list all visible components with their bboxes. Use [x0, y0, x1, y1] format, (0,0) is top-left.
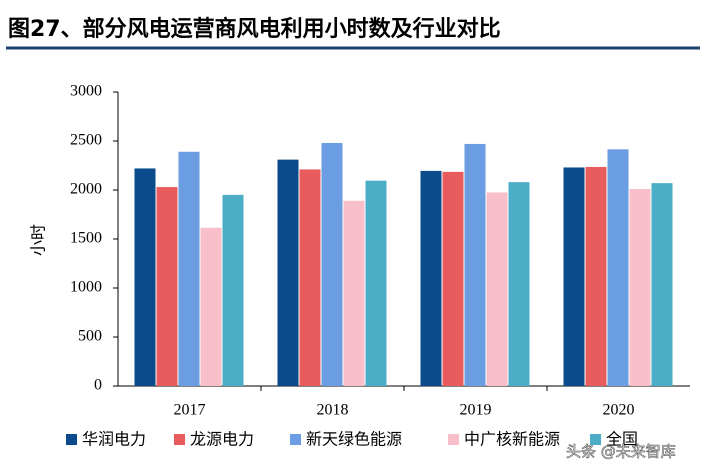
bar	[277, 159, 299, 386]
bar	[420, 170, 442, 386]
bar	[200, 227, 222, 386]
y-tick-label: 500	[78, 328, 102, 345]
bar	[222, 194, 244, 386]
bar	[651, 183, 673, 386]
x-tick-label: 2017	[174, 402, 206, 419]
bar	[299, 169, 321, 386]
legend-swatch	[590, 434, 601, 445]
y-tick-label: 3000	[70, 83, 102, 100]
bar	[134, 168, 156, 386]
bar	[629, 189, 651, 386]
bar	[365, 180, 387, 386]
bar	[585, 166, 607, 386]
bar	[508, 182, 530, 386]
bar	[321, 142, 343, 386]
bar	[156, 187, 178, 386]
y-tick-label: 2500	[70, 132, 102, 149]
bar	[464, 143, 486, 386]
bar	[563, 167, 585, 386]
legend-swatch	[448, 434, 459, 445]
x-tick-label: 2020	[603, 402, 635, 419]
y-axis-label: 小时	[30, 224, 48, 256]
chart-title: 图27、部分风电运营商风电利用小时数及行业对比	[8, 16, 501, 42]
legend-label: 新天绿色能源	[306, 430, 402, 449]
y-tick-label: 1000	[70, 279, 102, 296]
bar	[486, 192, 508, 386]
x-tick-label: 2019	[460, 402, 492, 419]
bar	[607, 149, 629, 386]
legend-swatch	[174, 434, 185, 445]
bar	[343, 200, 365, 386]
legend-label: 华润电力	[82, 430, 146, 449]
legend-swatch	[290, 434, 301, 445]
legend-label: 龙源电力	[190, 430, 254, 449]
y-tick-label: 0	[94, 377, 102, 394]
legend-label: 中广核新能源	[464, 430, 560, 449]
legend-swatch	[66, 434, 77, 445]
y-tick-label: 2000	[70, 181, 102, 198]
bar	[442, 171, 464, 386]
bar	[178, 151, 200, 386]
y-tick-label: 1500	[70, 230, 102, 247]
legend-label: 全国	[606, 430, 638, 449]
watermark: 头条 @未来智库	[566, 443, 676, 461]
x-tick-label: 2018	[317, 402, 349, 419]
